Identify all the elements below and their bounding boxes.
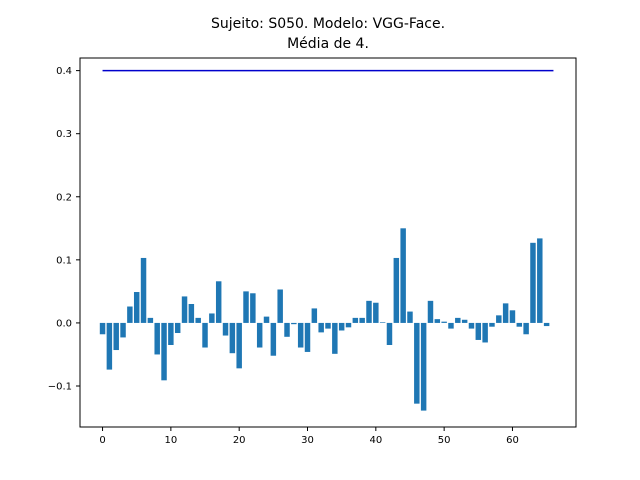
chart-title: Sujeito: S050. Modelo: VGG-Face.	[211, 16, 445, 32]
bar-44	[400, 228, 406, 323]
bar-24	[263, 316, 270, 323]
bar-14	[195, 317, 201, 323]
x-tick-label-1: 10	[164, 435, 177, 446]
x-tick-label-4: 40	[369, 435, 382, 446]
bar-4	[127, 306, 133, 323]
bar-45	[407, 311, 413, 323]
bar-22	[250, 293, 256, 323]
bar-27	[284, 322, 290, 337]
bar-2	[113, 322, 119, 351]
bar-52	[455, 317, 461, 323]
bar-63	[530, 242, 536, 323]
bar-50	[441, 321, 447, 323]
bar-40	[373, 302, 379, 323]
y-tick-label-2: 0.1	[56, 255, 72, 266]
bar-19	[229, 322, 236, 354]
bar-3	[120, 322, 126, 338]
bar-65	[543, 322, 550, 327]
bar-15	[202, 322, 208, 348]
bar-10	[168, 322, 174, 345]
bar-33	[325, 322, 331, 329]
bar-36	[345, 322, 352, 328]
bar-48	[427, 300, 434, 323]
bar-34	[332, 322, 338, 354]
bar-17	[215, 281, 222, 323]
bar-56	[482, 322, 488, 343]
bar-57	[489, 322, 495, 327]
x-tick-label-5: 50	[438, 435, 451, 446]
bar-8	[154, 322, 160, 355]
x-tick-label-3: 30	[301, 435, 314, 446]
bar-46	[414, 322, 420, 404]
bar-31	[311, 308, 318, 323]
bar-12	[181, 296, 188, 323]
bar-42	[386, 322, 393, 345]
bar-16	[209, 313, 215, 323]
bar-9	[161, 322, 167, 381]
bar-1	[106, 322, 113, 370]
bar-58	[496, 315, 502, 323]
x-axis-ticks: 0 10 20 30 40 50 60	[99, 427, 519, 446]
bar-28	[291, 322, 297, 325]
bar-53	[461, 319, 468, 323]
bar-30	[304, 322, 311, 352]
bar-23	[256, 322, 263, 348]
axes-frame	[79, 57, 577, 428]
bar-18	[222, 322, 229, 336]
bar-25	[270, 322, 277, 356]
bar-60	[509, 310, 516, 323]
bar-13	[188, 304, 195, 323]
x-tick-label-0: 0	[99, 435, 105, 446]
bar-32	[318, 322, 324, 333]
bar-43	[393, 257, 400, 323]
bar-35	[338, 322, 345, 331]
bar-20	[236, 322, 242, 369]
x-tick-label-6: 60	[506, 435, 519, 446]
bar-59	[502, 303, 509, 323]
bar-62	[523, 322, 529, 335]
bar-39	[366, 300, 372, 323]
bars-group	[99, 228, 550, 411]
bar-7	[147, 317, 154, 323]
bar-37	[352, 317, 359, 323]
bar-54	[468, 322, 475, 329]
bar-51	[448, 322, 454, 329]
bar-55	[475, 322, 482, 340]
bar-6	[140, 257, 147, 323]
bar-11	[174, 322, 181, 334]
y-tick-label-4: 0.3	[56, 129, 72, 140]
bar-41	[379, 322, 386, 323]
bar-47	[420, 322, 427, 411]
y-tick-label-1: 0.0	[56, 318, 72, 329]
bar-26	[277, 289, 283, 323]
bar-21	[243, 291, 249, 323]
y-tick-label-3: 0.2	[56, 192, 72, 203]
chart-subtitle: Média de 4.	[287, 36, 369, 52]
x-tick-label-2: 20	[233, 435, 246, 446]
y-tick-label-0: −0.1	[48, 382, 72, 393]
y-axis-ticks: −0.1 0.0 0.1 0.2 0.3 0.4	[48, 66, 80, 393]
bar-38	[359, 317, 365, 323]
bar-5	[133, 292, 140, 323]
bar-64	[537, 238, 543, 323]
bar-0	[99, 322, 106, 335]
bar-29	[297, 322, 304, 348]
bar-61	[516, 322, 523, 327]
bar-49	[434, 319, 441, 323]
y-tick-label-5: 0.4	[56, 66, 72, 77]
